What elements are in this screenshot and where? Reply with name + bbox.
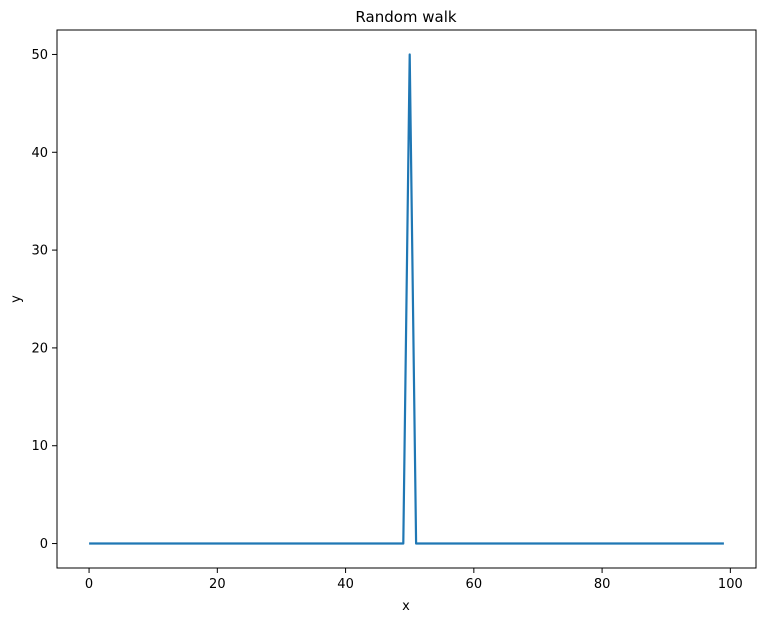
x-axis: 0 20 40 60 80 100	[85, 568, 743, 592]
y-axis-label: y	[9, 295, 24, 303]
x-tick-label: 100	[718, 577, 743, 592]
x-tick-label: 40	[337, 577, 354, 592]
x-tick-label: 20	[209, 577, 226, 592]
x-tick-label: 0	[85, 577, 93, 592]
y-tick-label: 50	[31, 48, 48, 63]
plot-area	[56, 29, 757, 569]
x-tick-label: 60	[466, 577, 483, 592]
x-axis-label: x	[402, 599, 410, 614]
series-layer	[89, 53, 724, 545]
series-line	[89, 53, 724, 545]
y-tick-label: 20	[31, 341, 48, 356]
y-tick-label: 0	[40, 537, 48, 552]
chart-title: Random walk	[355, 8, 456, 26]
y-tick-label: 10	[31, 439, 48, 454]
plot-frame	[56, 29, 757, 569]
x-tick-label: 80	[594, 577, 611, 592]
y-tick-label: 30	[31, 244, 48, 259]
y-tick-label: 40	[31, 146, 48, 161]
y-axis: 0 10 20 30 40 50	[31, 48, 57, 552]
